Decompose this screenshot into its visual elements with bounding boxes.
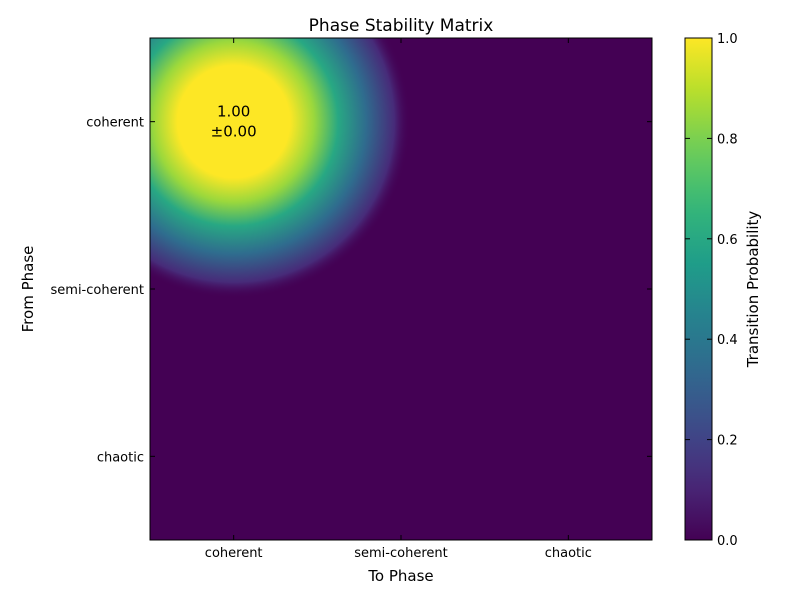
colorbar-tick-label: 1.0 — [717, 32, 738, 47]
y-tick-label: semi-coherent — [51, 283, 144, 298]
heatmap-cell — [150, 38, 435, 323]
colorbar-tick-label: 0.8 — [717, 132, 738, 147]
colorbar-tick-label: 0.4 — [717, 333, 738, 348]
colorbar — [684, 37, 713, 541]
cell-value-label: 1.00 — [217, 103, 250, 121]
y-axis-label: From Phase — [19, 246, 37, 333]
cell-error-label: ±0.00 — [211, 123, 257, 141]
heatmap-cells — [150, 38, 652, 540]
x-tick-label: semi-coherent — [354, 546, 447, 561]
colorbar-ticks: 0.0 0.2 0.4 0.6 0.8 1.0 — [685, 32, 738, 549]
cell-annotations: 1.00 ±0.00 — [211, 103, 257, 141]
y-tick-label: coherent — [86, 116, 144, 131]
colorbar-tick-label: 0.0 — [717, 534, 738, 549]
chart-title: Phase Stability Matrix — [309, 16, 494, 36]
x-tick-label: chaotic — [545, 546, 592, 561]
y-tick-label: chaotic — [97, 450, 144, 465]
x-axis-label: To Phase — [367, 567, 433, 585]
colorbar-tick-label: 0.6 — [717, 233, 738, 248]
colorbar-label: Transition Probability — [744, 211, 762, 369]
colorbar-tick-label: 0.2 — [717, 434, 738, 449]
axis-ticks: coherent semi-coherent chaotic coherent semi… — [51, 38, 652, 561]
x-tick-label: coherent — [205, 546, 263, 561]
